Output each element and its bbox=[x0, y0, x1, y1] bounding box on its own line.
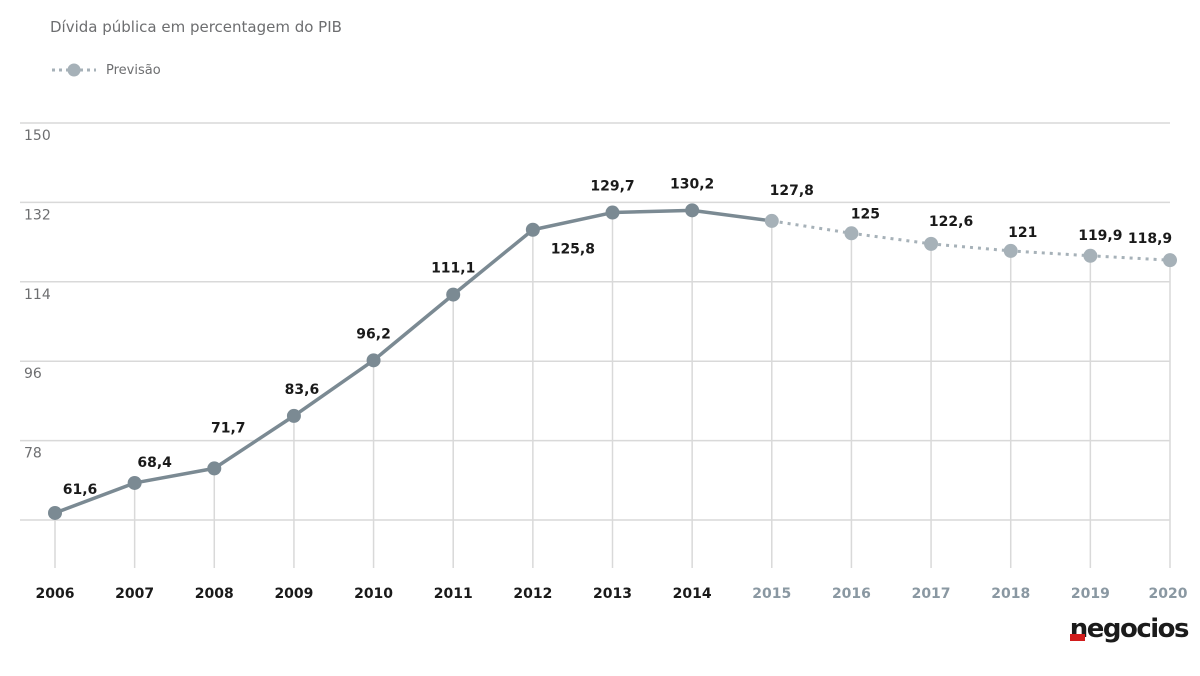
forecast-point bbox=[1083, 248, 1098, 263]
data-label: 122,6 bbox=[929, 214, 973, 230]
forecast-point bbox=[764, 213, 779, 228]
data-label: 129,7 bbox=[590, 179, 634, 195]
x-tick-label: 2019 bbox=[1071, 586, 1110, 602]
data-point bbox=[48, 505, 62, 520]
data-label: 121 bbox=[1008, 225, 1037, 241]
forecast-point bbox=[844, 226, 859, 241]
x-tick-label: 2015 bbox=[752, 586, 791, 602]
forecast-point bbox=[1003, 243, 1018, 258]
y-tick-label: 114 bbox=[24, 287, 51, 303]
forecast-series-line bbox=[771, 219, 1171, 262]
forecast-point bbox=[1163, 253, 1177, 268]
y-tick-label: 150 bbox=[24, 128, 51, 144]
grid bbox=[20, 122, 1170, 521]
data-label: 127,8 bbox=[770, 183, 814, 199]
y-tick-label: 132 bbox=[24, 207, 51, 223]
x-tick-label: 2014 bbox=[673, 586, 712, 602]
logo-text: negocios bbox=[1069, 614, 1190, 644]
legend: Previsão bbox=[50, 62, 161, 78]
data-label: 119,9 bbox=[1078, 228, 1122, 244]
x-tick-label: 2013 bbox=[593, 586, 632, 602]
y-tick-label: 96 bbox=[24, 366, 42, 382]
x-tick-label: 2020 bbox=[1149, 586, 1188, 602]
data-point bbox=[366, 353, 381, 368]
data-labels: 61,6 68,4 71,7 83,6 96,2 111,1 125,8 129,7 130,2… bbox=[63, 176, 1172, 498]
x-tick-label: 2009 bbox=[274, 586, 313, 602]
x-tick-label: 2016 bbox=[832, 586, 871, 602]
data-label: 111,1 bbox=[431, 261, 475, 277]
x-tick-label: 2007 bbox=[115, 586, 154, 602]
legend-label: Previsão bbox=[106, 62, 161, 78]
data-point bbox=[605, 205, 620, 220]
data-points bbox=[48, 203, 1177, 520]
data-point bbox=[127, 475, 142, 490]
x-tick-label: 2012 bbox=[513, 586, 552, 602]
data-label: 130,2 bbox=[670, 176, 714, 192]
data-label: 71,7 bbox=[211, 420, 246, 436]
x-tick-label: 2006 bbox=[36, 586, 75, 602]
x-tick-label: 2008 bbox=[195, 586, 234, 602]
x-tick-label: 2010 bbox=[354, 586, 393, 602]
vertical-lines bbox=[54, 210, 1171, 568]
data-point bbox=[207, 461, 222, 476]
data-point bbox=[286, 408, 301, 423]
logo-mark bbox=[1069, 634, 1085, 641]
data-point bbox=[525, 222, 540, 237]
forecast-point bbox=[924, 236, 939, 251]
data-label: 61,6 bbox=[63, 482, 98, 498]
data-point bbox=[685, 203, 700, 218]
y-tick-label: 78 bbox=[24, 446, 42, 462]
data-label: 83,6 bbox=[285, 382, 320, 398]
axis-labels: 150 132 114 96 78 2006 2007 2008 2009 2010 2011 201… bbox=[24, 128, 1188, 602]
data-label: 96,2 bbox=[356, 326, 391, 342]
data-point bbox=[446, 287, 461, 302]
actual-series-line bbox=[54, 208, 773, 515]
x-tick-label: 2017 bbox=[912, 586, 951, 602]
data-label: 125,8 bbox=[551, 242, 595, 258]
data-label: 125 bbox=[851, 206, 880, 222]
chart-subtitle: Dívida pública em percentagem do PIB bbox=[50, 18, 342, 36]
data-label: 68,4 bbox=[137, 455, 172, 471]
series-lines bbox=[54, 208, 1171, 515]
forecast-legend-icon bbox=[52, 63, 96, 77]
x-tick-label: 2018 bbox=[991, 586, 1030, 602]
x-tick-label: 2011 bbox=[434, 586, 473, 602]
data-label: 118,9 bbox=[1128, 231, 1172, 247]
negocios-logo: negocios bbox=[1069, 614, 1190, 644]
